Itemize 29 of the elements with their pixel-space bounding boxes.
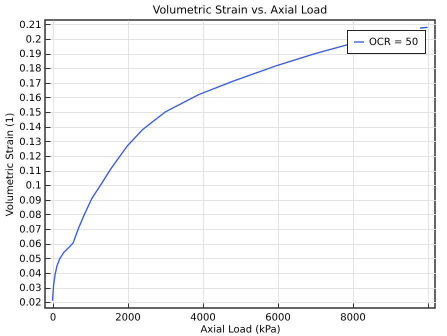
y-tick-label: 0.18 (19, 64, 42, 75)
y-tick-label: 0.08 (19, 210, 42, 221)
y-tick-label: 0.07 (19, 224, 42, 236)
y-tick-label: 0.04 (19, 268, 42, 280)
y-tick-label: 0.12 (19, 151, 42, 162)
y-tick-label: 0.16 (19, 92, 42, 104)
series-label: OCR = 50 (369, 37, 418, 48)
x-tick-label: 0 (50, 312, 56, 324)
y-tick-label: 0.05 (19, 254, 42, 265)
y-tick-label: 0.21 (19, 20, 42, 31)
chart-title: Volumetric Strain vs. Axial Load (152, 3, 328, 16)
y-tick-label: 0.1 (26, 180, 42, 192)
y-tick-label: 0.03 (19, 283, 42, 294)
y-tick-label: 0.2 (26, 34, 42, 46)
x-tick-label: 4000 (190, 312, 216, 324)
y-tick-label: 0.09 (19, 195, 42, 206)
x-tick-label: 6000 (265, 312, 291, 324)
y-tick-label: 0.15 (19, 108, 42, 119)
y-tick-label: 0.17 (19, 78, 42, 90)
y-axis-title: Volumetric Strain (1) (5, 112, 16, 216)
y-tick-label: 0.11 (19, 166, 42, 178)
y-tick-label: 0.06 (19, 239, 42, 250)
x-tick-label: 8000 (340, 312, 366, 324)
y-tick-label: 0.14 (19, 122, 42, 134)
x-tick-label: 2000 (115, 312, 141, 324)
y-tick-label: 0.19 (19, 49, 42, 60)
y-tick-label: 0.13 (19, 136, 42, 148)
y-tick-label: 0.02 (19, 298, 42, 309)
x-axis-title: Axial Load (kPa) (200, 324, 281, 336)
